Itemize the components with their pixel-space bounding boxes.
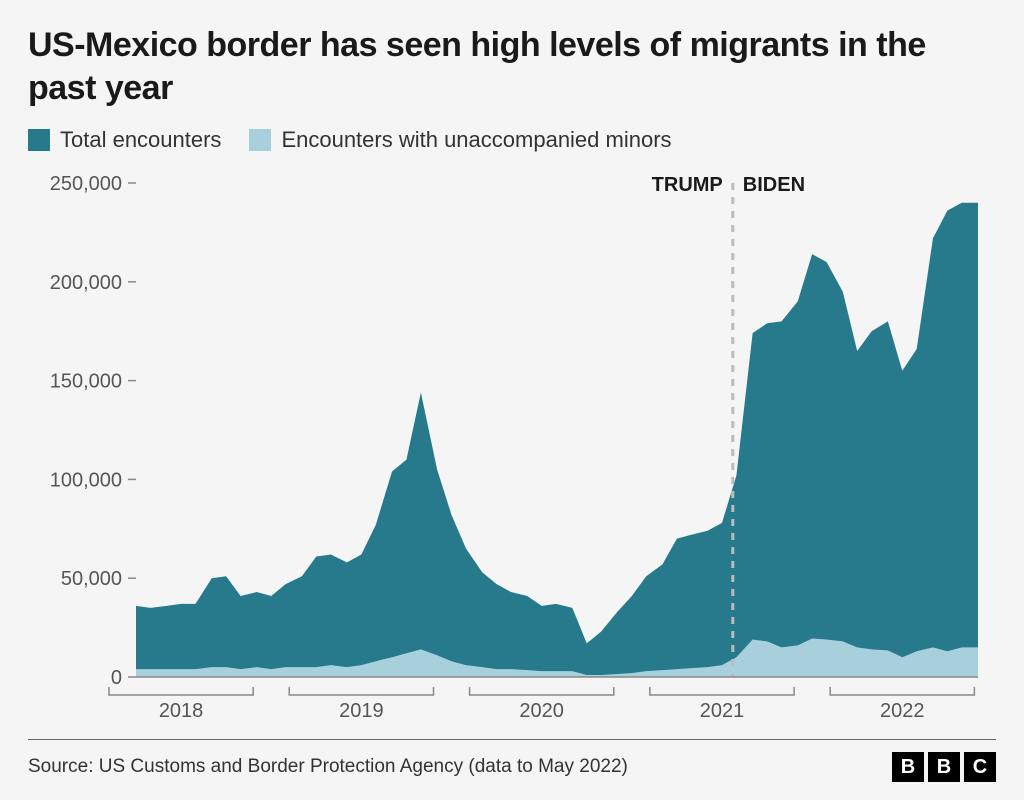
x-tick-label: 2022 — [880, 700, 925, 722]
trump-label: TRUMP — [652, 174, 723, 196]
chart-plot-area: TRUMP BIDEN 0 50,000 100,000 150,000 200,000 25… — [28, 171, 996, 725]
bbc-logo: B B C — [892, 752, 996, 782]
y-tick-label: 100,000 — [50, 469, 122, 491]
source-text: Source: US Customs and Border Protection… — [28, 756, 628, 778]
area-chart-svg: TRUMP BIDEN 0 50,000 100,000 150,000 200,000 25… — [28, 171, 996, 725]
bbc-block-b2: B — [928, 752, 960, 782]
x-tick-label: 2018 — [159, 700, 204, 722]
legend-swatch-total — [28, 129, 50, 151]
legend-label-minors: Encounters with unaccompanied minors — [281, 127, 671, 153]
x-tick-bracket — [830, 687, 974, 695]
x-tick-bracket — [109, 687, 253, 695]
x-tick-label: 2020 — [519, 700, 564, 722]
x-tick-label: 2021 — [700, 700, 745, 722]
x-tick-bracket — [650, 687, 794, 695]
chart-title: US-Mexico border has seen high levels of… — [28, 24, 996, 109]
y-tick-label: 0 — [111, 667, 122, 689]
y-tick-label: 200,000 — [50, 272, 122, 294]
legend-item-total: Total encounters — [28, 127, 221, 153]
y-tick-label: 150,000 — [50, 371, 122, 393]
chart-container: US-Mexico border has seen high levels of… — [0, 0, 1024, 800]
bbc-block-b1: B — [892, 752, 924, 782]
legend-swatch-minors — [249, 129, 271, 151]
area-total — [136, 203, 978, 677]
chart-footer: Source: US Customs and Border Protection… — [28, 739, 996, 782]
legend-item-minors: Encounters with unaccompanied minors — [249, 127, 671, 153]
x-tick-bracket — [289, 687, 433, 695]
legend-label-total: Total encounters — [60, 127, 221, 153]
bbc-block-c: C — [964, 752, 996, 782]
y-tick-label: 50,000 — [61, 568, 122, 590]
x-tick-bracket — [470, 687, 614, 695]
biden-label: BIDEN — [743, 174, 805, 196]
x-tick-label: 2019 — [339, 700, 384, 722]
y-tick-label: 250,000 — [50, 173, 122, 195]
legend: Total encounters Encounters with unaccom… — [28, 127, 996, 153]
